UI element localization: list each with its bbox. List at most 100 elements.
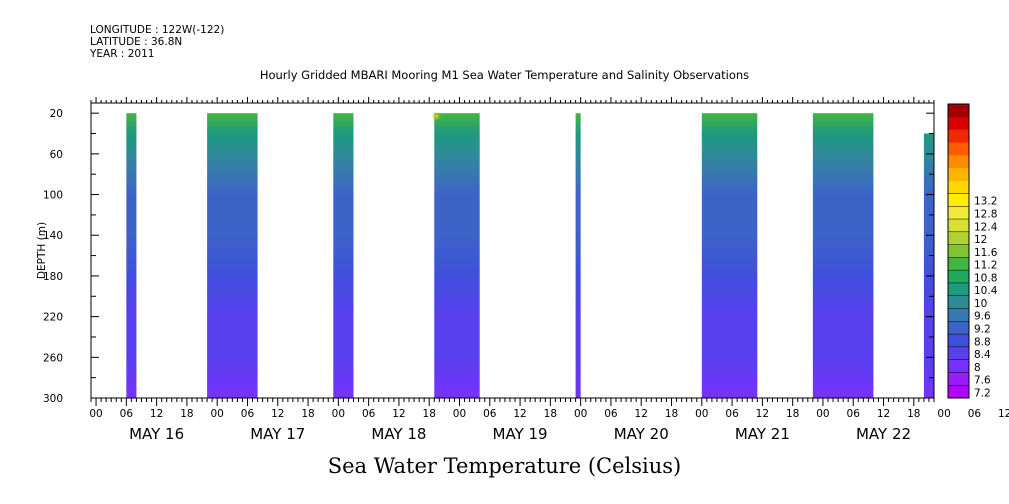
x-hour-label: 12 (271, 408, 284, 420)
longitude-label: LONGITUDE : 122W(-122) (90, 24, 225, 36)
y-axis: 20 60 100 140 180 220 260 300 DEPTH (m) (36, 108, 934, 405)
data-segments (126, 111, 934, 398)
colorbar-swatch (948, 270, 969, 284)
data-segment (812, 113, 874, 398)
x-hour-label: 06 (120, 408, 134, 420)
colorbar-swatch (948, 346, 969, 360)
x-hour-label: 00 (574, 408, 587, 420)
data-segment (207, 113, 258, 398)
colorbar-swatch (948, 193, 969, 207)
colorbar-label: 12.4 (974, 221, 998, 233)
colorbar-swatch (948, 142, 969, 156)
data-segment (701, 113, 758, 398)
y-tick-label: 60 (50, 149, 63, 161)
x-date-label: MAY 20 (614, 425, 669, 443)
x-date-label: MAY 16 (129, 425, 184, 443)
colorbar-swatch (948, 385, 969, 399)
x-hour-label: 06 (604, 408, 618, 420)
colorbar-swatch (948, 116, 969, 130)
x-hour-label: 06 (725, 408, 739, 420)
colorbar-label: 12.8 (974, 208, 997, 220)
colorbar-swatch (948, 359, 969, 373)
colorbar-swatch (948, 155, 969, 169)
x-hour-label: 18 (301, 408, 314, 420)
colorbar-swatch (948, 104, 969, 118)
plot-frame (90, 102, 935, 399)
colorbar-label: 11.2 (974, 260, 997, 272)
colorbar: 7.27.688.48.89.29.61010.410.811.211.6121… (947, 103, 998, 399)
x-hour-label: 06 (362, 408, 376, 420)
colorbar-swatch (948, 372, 969, 386)
y-tick-label: 180 (43, 271, 63, 283)
colorbar-label: 13.2 (974, 196, 997, 208)
y-tick-label: 20 (50, 108, 63, 120)
y-tick-label: 260 (43, 352, 63, 364)
y-tick-label: 100 (43, 190, 63, 202)
colorbar-swatch (948, 257, 969, 271)
x-hour-label: 06 (241, 408, 255, 420)
colorbar-swatch (948, 167, 969, 181)
x-date-label: MAY 22 (856, 425, 911, 443)
colorbar-label: 9.2 (974, 324, 991, 336)
x-hour-label: 18 (544, 408, 557, 420)
x-hour-label: 00 (332, 408, 345, 420)
colorbar-label: 8.4 (974, 349, 991, 361)
x-date-label: MAY 21 (735, 425, 790, 443)
colorbar-label: 11.6 (974, 247, 998, 259)
x-hour-label: 00 (816, 408, 829, 420)
x-hour-label: 18 (907, 408, 920, 420)
x-hour-label: 12 (150, 408, 163, 420)
colorbar-swatch (948, 308, 969, 322)
x-date-label: MAY 17 (250, 425, 305, 443)
x-hour-label: 12 (877, 408, 890, 420)
colorbar-label: 8 (974, 362, 981, 374)
y-axis-label: DEPTH (m) (36, 222, 48, 279)
x-hour-label: 00 (211, 408, 224, 420)
x-hour-label: 12 (635, 408, 648, 420)
colorbar-label: 8.8 (974, 336, 991, 348)
x-hour-label: 00 (89, 408, 102, 420)
colorbar-label: 12 (974, 234, 987, 246)
colorbar-swatch (948, 334, 969, 348)
x-hour-label: 06 (968, 408, 982, 420)
x-hour-label: 12 (998, 408, 1009, 420)
x-hour-label: 06 (483, 408, 497, 420)
x-hour-label: 12 (513, 408, 526, 420)
colorbar-swatch (948, 129, 969, 143)
y-tick-label: 220 (43, 312, 63, 324)
chart-title: Hourly Gridded MBARI Mooring M1 Sea Wate… (259, 68, 750, 82)
x-hour-label: 06 (847, 408, 861, 420)
x-hour-label: 12 (392, 408, 405, 420)
x-hour-label: 18 (665, 408, 678, 420)
colorbar-border (947, 103, 970, 399)
colorbar-swatch (948, 321, 969, 335)
x-hour-label: 00 (453, 408, 466, 420)
x-hour-label: 00 (937, 408, 950, 420)
colorbar-label: 9.6 (974, 311, 991, 323)
x-hour-label: 18 (423, 408, 436, 420)
x-date-label: MAY 19 (493, 425, 548, 443)
data-segment (333, 113, 354, 398)
x-hour-label: 00 (695, 408, 708, 420)
colorbar-swatch (948, 244, 969, 258)
variable-title: Sea Water Temperature (Celsius) (327, 454, 682, 478)
colorbar-swatch (948, 206, 969, 220)
x-hour-label: 18 (180, 408, 193, 420)
colorbar-swatch (948, 180, 969, 194)
x-hour-label: 18 (786, 408, 799, 420)
data-segment (923, 133, 934, 398)
data-segment (575, 113, 581, 398)
warm-spot (431, 111, 442, 122)
colorbar-label: 10.8 (974, 272, 997, 284)
x-date-label: MAY 18 (371, 425, 426, 443)
colorbar-label: 7.2 (974, 387, 991, 399)
plot-border (90, 102, 935, 399)
x-hour-label: 12 (756, 408, 769, 420)
y-tick-label: 140 (43, 230, 63, 242)
colorbar-swatch (948, 282, 969, 297)
data-segment (434, 113, 480, 398)
colorbar-label: 10 (974, 298, 987, 310)
year-label: YEAR : 2011 (90, 48, 155, 60)
colorbar-swatch (948, 231, 969, 245)
